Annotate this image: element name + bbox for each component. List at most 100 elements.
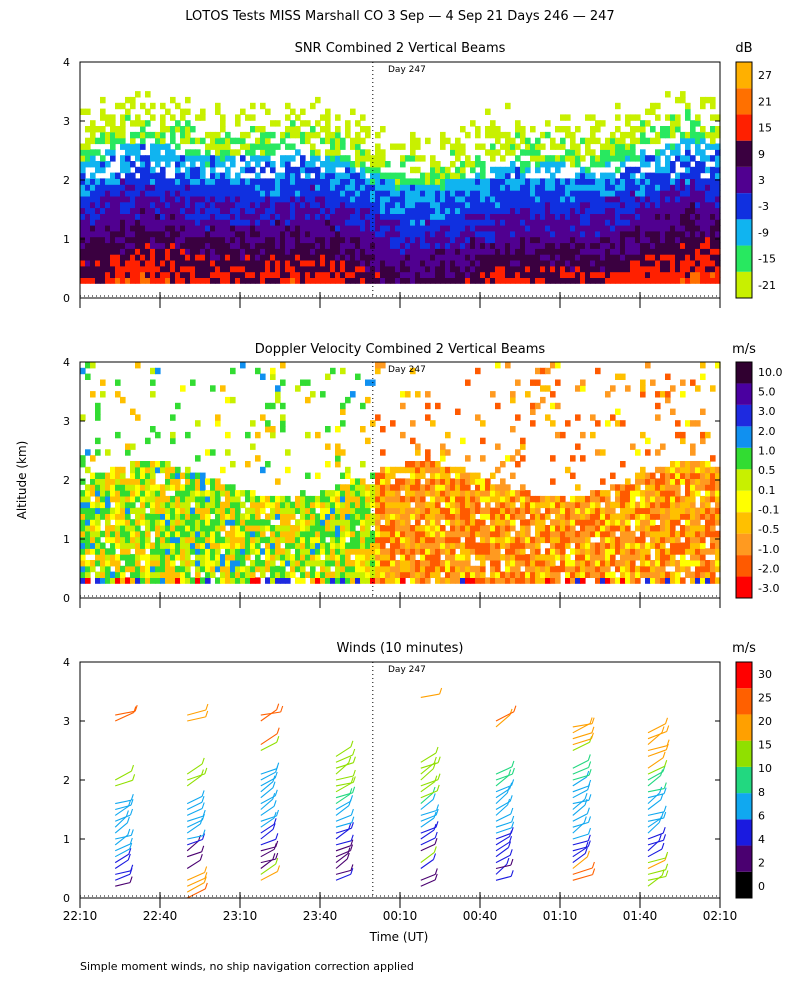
vel-cell: [210, 490, 216, 497]
snr-cell: [470, 219, 476, 226]
snr-cell: [135, 242, 141, 249]
snr-cell: [505, 172, 511, 179]
vel-cell: [280, 571, 286, 578]
snr-cell: [335, 225, 341, 232]
snr-cell: [110, 190, 116, 197]
snr-cell: [190, 236, 196, 244]
snr-cell: [380, 184, 386, 191]
vel-cell: [435, 402, 441, 410]
vel-cell: [375, 536, 381, 544]
vel-cell: [420, 542, 426, 549]
vel-cell: [315, 472, 321, 479]
snr-cell: [705, 143, 711, 150]
snr-cell: [505, 254, 511, 261]
snr-cell: [550, 254, 556, 261]
snr-cell: [535, 201, 541, 209]
snr-cell: [600, 248, 606, 255]
snr-cell: [450, 225, 456, 232]
snr-cell: [125, 172, 131, 179]
vel-cell: [445, 542, 451, 549]
snr-cell: [610, 213, 616, 220]
vel-cell: [155, 484, 161, 491]
vel-cell: [345, 519, 351, 526]
snr-cell: [530, 213, 536, 220]
snr-cell: [590, 184, 596, 191]
snr-cell: [285, 114, 291, 121]
vel-cell: [440, 560, 446, 567]
snr-cell: [525, 166, 531, 174]
snr-cell: [675, 213, 681, 220]
snr-cell: [675, 242, 681, 249]
snr-cell: [605, 236, 611, 244]
vel-cell: [535, 577, 541, 584]
snr-cell: [715, 219, 721, 226]
vel-cell: [370, 490, 376, 497]
vel-cell: [550, 495, 556, 503]
snr-cell: [610, 242, 616, 249]
vel-cell: [195, 519, 201, 526]
vel-cell: [120, 513, 126, 520]
snr-cell: [695, 190, 701, 197]
snr-cell: [420, 260, 426, 267]
vel-cell: [315, 501, 321, 509]
vel-cell: [450, 513, 456, 520]
snr-cell: [245, 230, 251, 238]
snr-cell: [705, 166, 711, 174]
snr-cell: [390, 207, 396, 214]
vel-cell: [425, 490, 431, 497]
vel-cell: [110, 542, 116, 549]
vel-cell: [245, 490, 251, 497]
snr-cell: [585, 190, 591, 197]
snr-cell: [620, 219, 626, 226]
y-tick-label: 3: [63, 115, 70, 128]
snr-cell: [285, 201, 291, 209]
snr-cell: [345, 178, 351, 185]
snr-cell: [565, 260, 571, 267]
vel-cell: [195, 554, 201, 561]
vel-cell: [340, 571, 346, 578]
snr-cell: [200, 195, 206, 203]
snr-cell: [305, 271, 311, 278]
snr-cell: [285, 254, 291, 261]
colorbar-label: 3: [758, 174, 765, 187]
snr-cell: [255, 161, 261, 168]
vel-cell: [390, 507, 396, 514]
vel-cell: [155, 525, 161, 532]
snr-cell: [155, 161, 161, 168]
vel-cell: [95, 449, 101, 456]
snr-cell: [450, 201, 456, 209]
vel-cell: [400, 519, 406, 526]
snr-cell: [130, 201, 136, 209]
snr-cell: [715, 207, 721, 214]
snr-cell: [430, 195, 436, 203]
vel-cell: [505, 495, 511, 503]
snr-cell: [640, 277, 646, 284]
snr-cell: [125, 108, 131, 115]
snr-cell: [505, 190, 511, 197]
snr-cell: [660, 178, 666, 185]
snr-cell: [705, 236, 711, 244]
snr-cell: [490, 201, 496, 209]
snr-cell: [590, 131, 596, 139]
snr-cell: [510, 254, 516, 261]
snr-cell: [580, 277, 586, 284]
snr-cell: [600, 161, 606, 168]
vel-cell: [410, 367, 416, 375]
snr-cell: [440, 213, 446, 220]
snr-cell: [235, 172, 241, 179]
vel-cell: [355, 577, 361, 584]
snr-cell: [310, 242, 316, 249]
snr-cell: [430, 230, 436, 238]
snr-cell: [310, 254, 316, 261]
snr-cell: [565, 114, 571, 121]
vel-cell: [275, 577, 281, 584]
snr-cell: [660, 219, 666, 226]
vel-cell: [185, 478, 191, 485]
vel-cell: [415, 519, 421, 526]
vel-cell: [545, 525, 551, 532]
snr-cell: [180, 248, 186, 255]
snr-cell: [655, 254, 661, 261]
snr-cell: [455, 219, 461, 226]
vel-cell: [245, 577, 251, 584]
snr-cell: [715, 155, 721, 162]
